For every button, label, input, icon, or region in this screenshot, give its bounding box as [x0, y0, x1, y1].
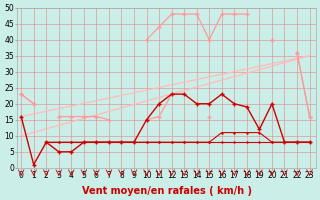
X-axis label: Vent moyen/en rafales ( km/h ): Vent moyen/en rafales ( km/h ) [82, 186, 252, 196]
